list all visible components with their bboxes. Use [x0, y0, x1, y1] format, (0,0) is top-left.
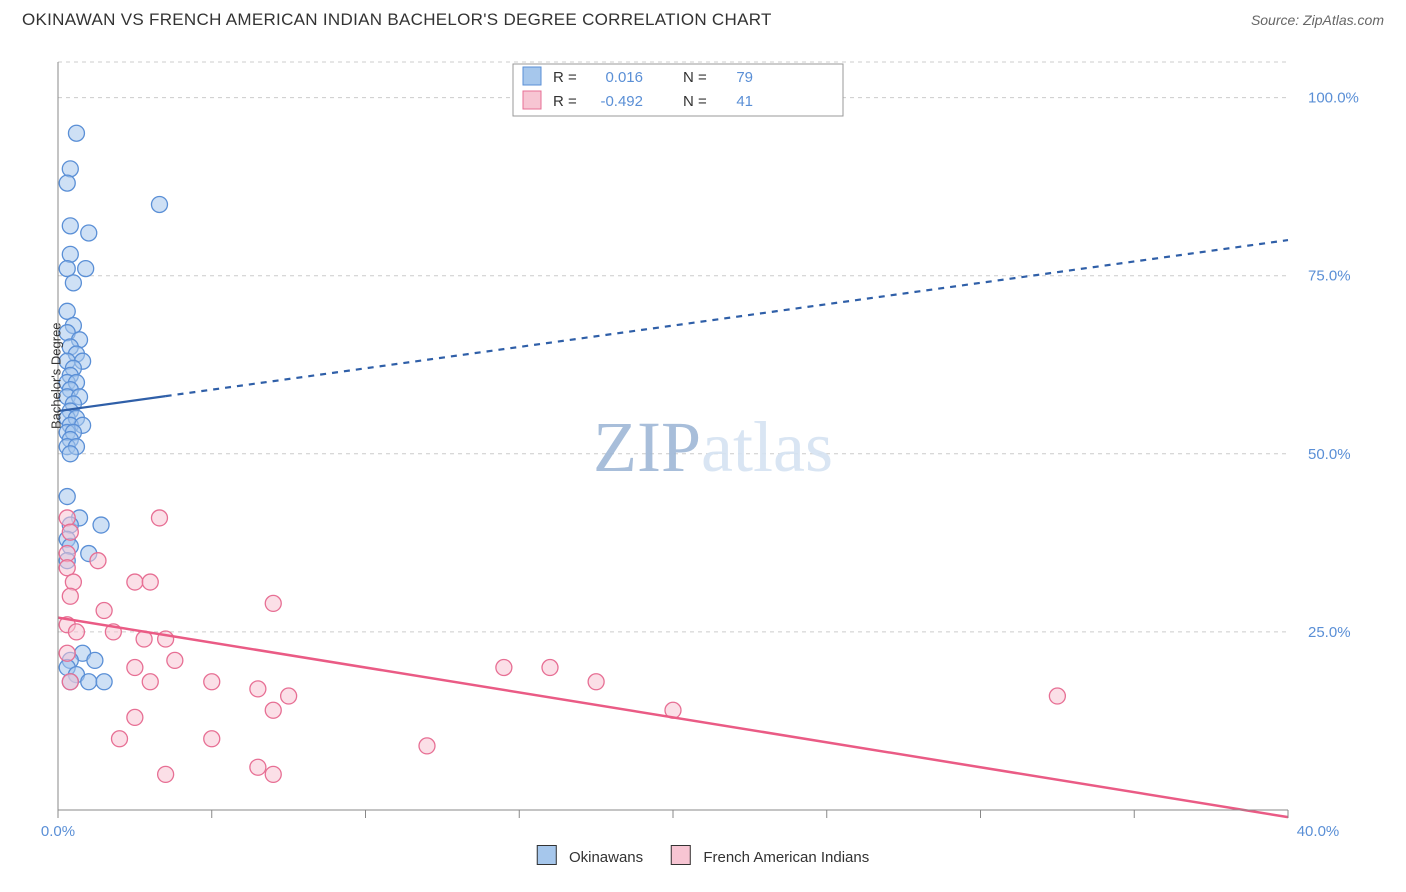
scatter-chart: 25.0%50.0%75.0%100.0%ZIPatlas0.0%40.0%R …: [48, 50, 1358, 840]
svg-text:N =: N =: [683, 69, 707, 86]
legend-label: Okinawans: [569, 849, 643, 866]
svg-text:41: 41: [736, 93, 753, 110]
svg-text:N =: N =: [683, 93, 707, 110]
svg-text:40.0%: 40.0%: [1297, 823, 1340, 840]
chart-header: OKINAWAN VS FRENCH AMERICAN INDIAN BACHE…: [0, 0, 1406, 36]
svg-text:-0.492: -0.492: [600, 93, 643, 110]
legend: Okinawans French American Indians: [537, 845, 869, 866]
chart-title: OKINAWAN VS FRENCH AMERICAN INDIAN BACHE…: [22, 10, 772, 30]
svg-text:R =: R =: [553, 69, 577, 86]
svg-text:79: 79: [736, 69, 753, 86]
chart-area: Bachelor's Degree 25.0% 50.0% 75.0% 100.0% Z…: [48, 50, 1358, 840]
legend-item-okinawans: Okinawans: [537, 845, 643, 866]
svg-text:ZIPatlas: ZIPatlas: [593, 406, 833, 486]
legend-swatch-pink: [671, 845, 691, 865]
svg-text:0.016: 0.016: [605, 69, 643, 86]
legend-label: French American Indians: [703, 849, 869, 866]
y-axis-label: Bachelor's Degree: [49, 323, 64, 430]
svg-text:R =: R =: [553, 93, 577, 110]
svg-text:100.0%: 100.0%: [1308, 90, 1359, 107]
svg-text:50.0%: 50.0%: [1308, 446, 1351, 463]
chart-source: Source: ZipAtlas.com: [1251, 12, 1384, 28]
svg-text:0.0%: 0.0%: [41, 823, 75, 840]
svg-text:25.0%: 25.0%: [1308, 624, 1351, 641]
legend-swatch-blue: [537, 845, 557, 865]
svg-text:75.0%: 75.0%: [1308, 268, 1351, 285]
legend-item-french-american-indians: French American Indians: [671, 845, 869, 866]
